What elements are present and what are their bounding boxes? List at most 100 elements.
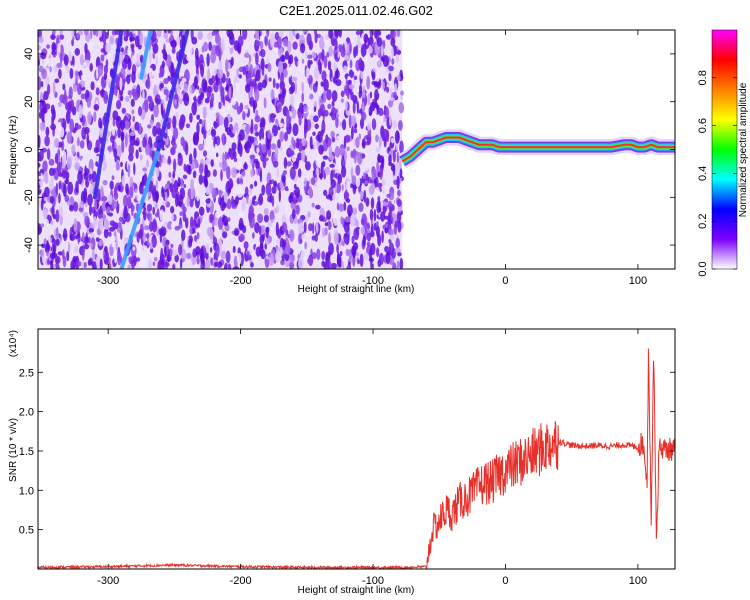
noise-blob: [220, 169, 223, 182]
y-tick-label: 40: [23, 48, 35, 60]
noise-blob: [389, 87, 393, 96]
noise-blob: [87, 111, 92, 125]
noise-blob: [360, 70, 364, 80]
noise-blob: [111, 200, 118, 209]
noise-blob: [390, 37, 396, 47]
noise-blob: [298, 257, 304, 269]
noise-blob: [339, 122, 343, 127]
noise-blob: [201, 78, 207, 92]
noise-blob: [355, 30, 361, 36]
noise-blob: [226, 198, 232, 210]
noise-blob: [164, 191, 168, 206]
noise-blob: [163, 132, 168, 139]
noise-blob: [78, 104, 83, 119]
noise-blob: [234, 130, 238, 139]
noise-blob: [74, 245, 79, 254]
noise-blob: [155, 84, 161, 92]
noise-blob: [154, 257, 158, 262]
noise-blob: [223, 116, 229, 129]
noise-blob: [361, 33, 365, 45]
noise-blob: [276, 204, 280, 214]
noise-blob: [279, 130, 285, 142]
noise-blob: [173, 158, 177, 173]
noise-blob: [149, 241, 153, 250]
noise-blob: [257, 213, 264, 224]
noise-blob: [113, 191, 119, 201]
noise-blob: [298, 222, 304, 234]
noise-blob: [55, 197, 59, 203]
noise-blob: [162, 52, 168, 60]
noise-blob: [109, 180, 114, 190]
noise-blob: [95, 87, 100, 96]
noise-blob: [326, 51, 330, 58]
noise-blob: [232, 126, 236, 135]
colorbar-tick-label: 0.2: [697, 214, 709, 229]
y-tick-label: 1.5: [19, 446, 34, 458]
noise-blob: [397, 212, 401, 222]
noise-blob: [198, 174, 203, 185]
noise-blob: [104, 245, 108, 253]
noise-blob: [179, 211, 183, 216]
noise-blob: [291, 154, 297, 162]
noise-blob: [197, 38, 202, 49]
noise-blob: [40, 223, 45, 228]
noise-blob: [121, 139, 125, 154]
noise-blob: [374, 30, 378, 39]
noise-blob: [108, 212, 113, 217]
colorbar-tick-label: 0.0: [697, 261, 709, 276]
noise-blob: [38, 175, 44, 180]
noise-blob: [91, 206, 96, 214]
noise-blob: [155, 191, 159, 204]
noise-blob: [67, 51, 72, 64]
noise-blob: [206, 53, 210, 67]
noise-blob: [311, 202, 315, 208]
noise-blob: [144, 225, 150, 231]
noise-blob: [287, 149, 294, 154]
noise-blob: [196, 121, 200, 136]
x-tick-label: 100: [629, 575, 647, 587]
noise-blob: [151, 219, 158, 233]
noise-blob: [140, 256, 146, 269]
noise-blob: [197, 31, 203, 40]
noise-blob: [282, 148, 287, 154]
noise-blob: [160, 102, 164, 116]
noise-blob: [316, 248, 321, 260]
noise-blob: [155, 122, 161, 129]
noise-blob: [365, 197, 370, 207]
noise-blob: [234, 229, 239, 237]
noise-blob: [207, 31, 213, 41]
noise-blob: [158, 72, 162, 79]
noise-blob: [337, 174, 343, 184]
noise-blob: [191, 36, 198, 45]
noise-blob: [257, 143, 263, 157]
noise-blob: [278, 122, 284, 128]
noise-blob: [364, 162, 369, 172]
noise-blob: [98, 214, 103, 220]
noise-blob: [321, 48, 325, 62]
noise-blob: [167, 30, 171, 34]
noise-blob: [327, 60, 332, 71]
noise-blob: [45, 244, 51, 251]
noise-blob: [48, 158, 55, 166]
noise-blob: [360, 226, 366, 236]
noise-blob: [134, 35, 140, 48]
noise-blob: [244, 142, 248, 151]
noise-blob: [284, 131, 288, 142]
noise-blob: [203, 107, 207, 120]
noise-blob: [311, 51, 317, 59]
noise-blob: [322, 89, 327, 103]
noise-blob: [267, 129, 271, 141]
noise-blob: [100, 90, 104, 98]
noise-blob: [231, 203, 236, 209]
noise-blob: [171, 186, 177, 199]
noise-blob: [376, 247, 380, 258]
noise-blob: [376, 30, 382, 36]
noise-blob: [270, 143, 277, 150]
noise-blob: [330, 179, 336, 189]
noise-blob: [69, 118, 75, 133]
noise-blob: [331, 100, 335, 107]
noise-blob: [309, 136, 313, 150]
noise-blob: [351, 37, 354, 43]
noise-blob: [313, 106, 317, 113]
noise-blob: [134, 121, 140, 131]
